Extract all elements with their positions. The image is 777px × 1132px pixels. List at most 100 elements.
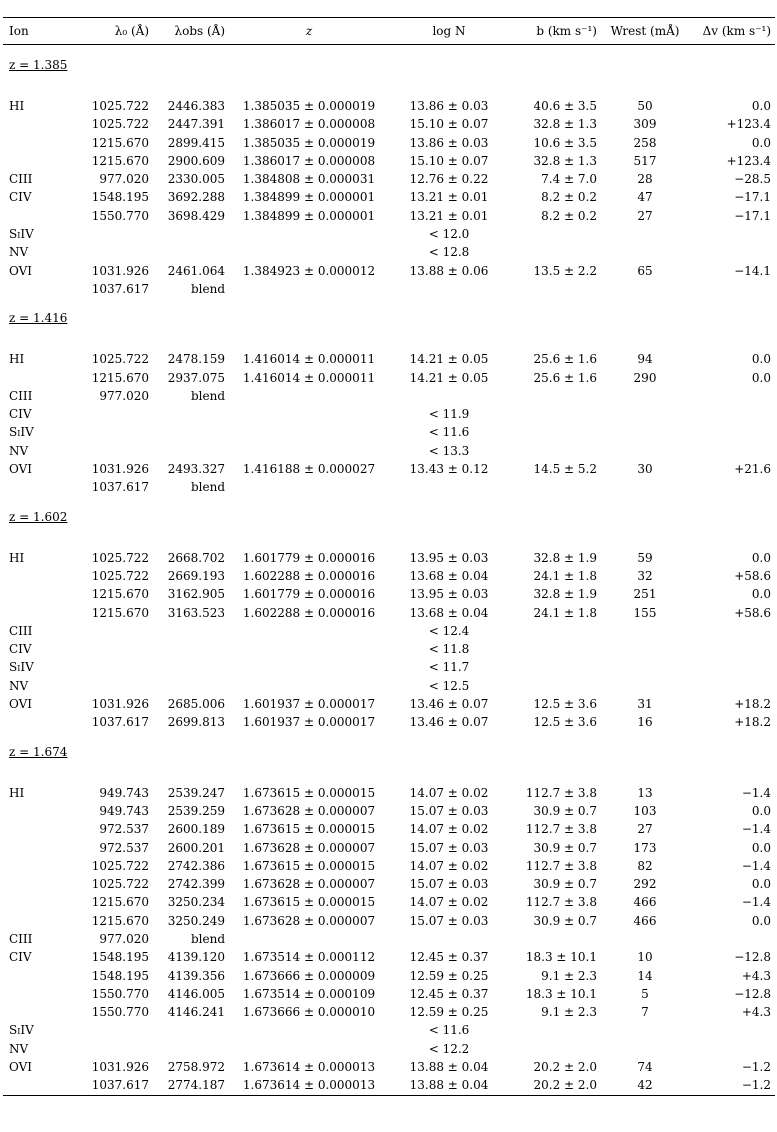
section-spacer (3, 338, 775, 350)
redshift-cell (229, 677, 389, 695)
equivalent-width-cell: 94 (637, 352, 653, 367)
spacer-cell (3, 772, 775, 784)
ion-cell: OVI (9, 263, 33, 278)
lambda-obs-cell: 2699.813 (167, 715, 225, 730)
velocity-offset-cell: +18.2 (734, 697, 771, 712)
equivalent-width-cell: 32 (637, 568, 653, 583)
velocity-offset-cell: −1.4 (741, 785, 771, 800)
equivalent-width-cell: 27 (637, 822, 653, 837)
column-density-cell: 12.59 ± 0.25 (409, 968, 489, 983)
doppler-b-cell: 32.8 ± 1.9 (533, 587, 598, 602)
lambda-obs-cell: 2937.075 (167, 370, 225, 385)
equivalent-width-cell (601, 280, 689, 298)
velocity-offset-cell: +4.3 (741, 968, 771, 983)
velocity-offset-cell: −14.1 (734, 263, 771, 278)
table-row: 1037.617 blend (3, 280, 775, 298)
doppler-b-cell (509, 442, 601, 460)
equivalent-width-cell (601, 405, 689, 423)
doppler-b-cell: 40.6 ± 3.5 (533, 99, 598, 113)
redshift-cell: 1.386017 ± 0.000008 (242, 153, 376, 168)
doppler-b-cell: 9.1 ± 2.3 (541, 1005, 597, 1020)
equivalent-width-cell (601, 622, 689, 640)
lambda-rest-cell: 1548.195 (91, 968, 149, 983)
doppler-b-cell (509, 225, 601, 243)
column-density-cell: 13.21 ± 0.01 (409, 208, 489, 223)
doppler-b-cell (509, 243, 601, 261)
doppler-b-cell: 25.6 ± 1.6 (533, 352, 598, 367)
lambda-rest-cell (61, 658, 153, 676)
column-density-cell: 15.07 ± 0.03 (409, 840, 489, 855)
lambda-obs-cell (153, 243, 229, 261)
ion-cell (3, 152, 61, 170)
lambda-obs-cell (153, 405, 229, 423)
lambda-rest-cell (61, 423, 153, 441)
lambda-rest-cell: 1037.617 (91, 480, 149, 495)
table-row: CIV < 11.8 (3, 640, 775, 658)
equivalent-width-cell: 290 (633, 370, 657, 385)
lambda-rest-cell (61, 622, 153, 640)
column-density-cell: 13.86 ± 0.03 (409, 99, 489, 113)
lambda-obs-cell: 2446.383 (167, 99, 225, 113)
lambda-rest-cell (61, 1021, 153, 1039)
lambda-obs-cell: blend (190, 281, 225, 296)
lambda-obs-cell: blend (190, 480, 225, 495)
equivalent-width-cell: 50 (637, 99, 653, 113)
lambda-obs-cell (153, 1040, 229, 1058)
column-density-cell: 13.95 ± 0.03 (409, 587, 489, 602)
section-header-row: z = 1.385 (3, 45, 775, 86)
ion-cell (3, 1003, 61, 1021)
velocity-offset-cell (689, 423, 775, 441)
equivalent-width-cell: 30 (637, 462, 653, 477)
lambda-rest-cell: 1550.770 (91, 1005, 149, 1020)
velocity-offset-cell: 0.0 (751, 99, 771, 113)
table-row: OVI 1031.926 2685.006 1.601937 ± 0.000017 13… (3, 695, 775, 713)
column-density-cell: < 12.0 (428, 227, 470, 242)
lambda-rest-cell: 977.020 (99, 172, 149, 187)
doppler-b-cell: 30.9 ± 0.7 (533, 877, 598, 892)
doppler-b-cell: 30.9 ± 0.7 (533, 913, 598, 928)
doppler-b-cell (509, 930, 601, 948)
equivalent-width-cell: 517 (633, 153, 657, 168)
redshift-cell (229, 1040, 389, 1058)
ion-cell: CIV (9, 642, 32, 657)
spacer-cell (3, 338, 775, 350)
equivalent-width-cell (601, 677, 689, 695)
column-density-cell: < 12.4 (428, 623, 470, 638)
ion-cell (3, 912, 61, 930)
lambda-obs-cell: 3692.288 (167, 190, 225, 205)
column-density-cell: 14.07 ± 0.02 (409, 785, 489, 800)
column-density-cell: 13.88 ± 0.04 (409, 1060, 489, 1075)
table-row: CIII < 12.4 (3, 622, 775, 640)
table-row: CIV < 11.9 (3, 405, 775, 423)
velocity-offset-cell (689, 387, 775, 405)
table-row: 949.743 2539.259 1.673628 ± 0.000007 15.07 … (3, 802, 775, 820)
column-density-cell: 13.21 ± 0.01 (409, 190, 489, 205)
equivalent-width-cell: 258 (633, 135, 657, 150)
column-density-cell: 15.07 ± 0.03 (409, 913, 489, 928)
header-w-rest: Wrest (mÅ) (601, 17, 689, 45)
redshift-cell: 1.385035 ± 0.000019 (242, 135, 376, 150)
lambda-rest-cell: 1025.722 (91, 352, 149, 367)
table-row: 1025.722 2447.391 1.386017 ± 0.000008 15.10… (3, 115, 775, 133)
equivalent-width-cell: 5 (641, 986, 649, 1001)
velocity-offset-cell: +4.3 (741, 1005, 771, 1020)
lambda-rest-cell (61, 225, 153, 243)
equivalent-width-cell: 47 (637, 190, 653, 205)
ion-cell: SiIV (9, 1023, 34, 1038)
lambda-obs-cell: 4146.005 (167, 986, 225, 1001)
table-row: 1215.670 2899.415 1.385035 ± 0.000019 13.86… (3, 134, 775, 152)
velocity-offset-cell (689, 442, 775, 460)
redshift-cell (229, 478, 389, 496)
lambda-rest-cell: 972.537 (99, 822, 149, 837)
doppler-b-cell: 112.7 ± 3.8 (525, 895, 597, 910)
equivalent-width-cell: 155 (633, 605, 657, 620)
section-header-row: z = 1.416 (3, 298, 775, 338)
header-logn: log N (389, 17, 509, 45)
ion-cell (3, 115, 61, 133)
lambda-rest-cell: 1037.617 (91, 281, 149, 296)
doppler-b-cell: 12.5 ± 3.6 (533, 715, 598, 730)
doppler-b-cell: 14.5 ± 5.2 (533, 462, 598, 477)
doppler-b-cell (509, 622, 601, 640)
velocity-offset-cell: −1.4 (741, 895, 771, 910)
column-density-cell: 14.07 ± 0.02 (409, 858, 489, 873)
